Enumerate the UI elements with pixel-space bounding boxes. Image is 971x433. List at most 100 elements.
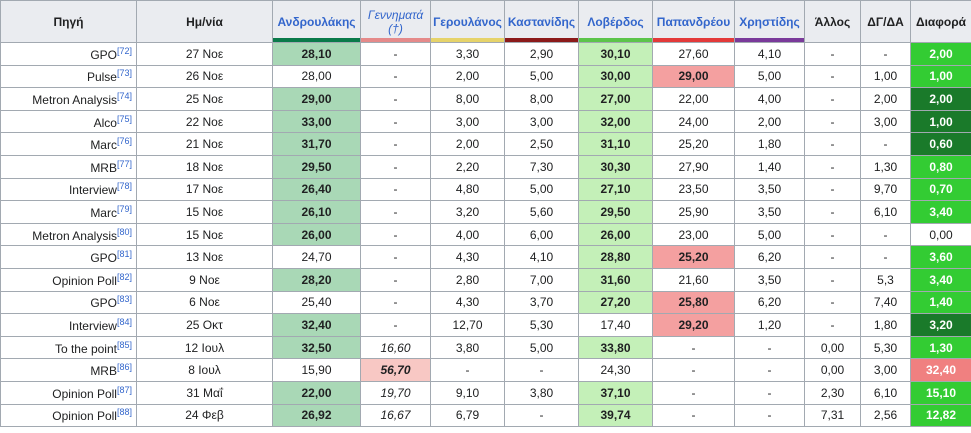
cell-source[interactable]: MRB[86] (0, 358, 137, 382)
cell-loverdos: 33,80 (578, 335, 653, 360)
cell-dgda: 2,56 (860, 403, 911, 428)
cell-source[interactable]: To the point[85] (0, 335, 137, 360)
party-color-bar-gennimata (361, 38, 430, 42)
cell-date: 24 Φεβ (136, 403, 273, 428)
column-label-source: Πηγή (53, 14, 84, 29)
citation-link[interactable]: [80] (116, 226, 132, 237)
citation-link[interactable]: [72] (116, 45, 132, 56)
source-name: Opinion Poll (52, 409, 117, 424)
column-label-gennimata: Γεννηματά (367, 7, 424, 22)
table-row: GPO[72] 27 Νοε 28,10-3,30 2,90 30,10 27,60 4,1… (0, 42, 971, 66)
column-header-date: Ημ/νία (136, 0, 273, 43)
column-header-papandreou[interactable]: Παπανδρέου (652, 0, 735, 43)
source-name: GPO (90, 296, 117, 311)
cell-diafora: 0,70 (910, 177, 971, 202)
citation-link[interactable]: [88] (116, 407, 132, 418)
party-color-bar-christidis (735, 38, 804, 42)
cell-geroulanos: 4,30 (430, 290, 505, 315)
cell-source[interactable]: Opinion Poll[88] (0, 403, 137, 428)
cell-androulakis: 29,00 (272, 87, 361, 111)
citation-link[interactable]: [85] (116, 339, 132, 350)
cell-papandreou: 22,00 (652, 87, 735, 111)
citation-link[interactable]: [74] (116, 90, 132, 101)
table-row: Alco[75] 22 Νοε 33,00-3,00 3,00 32,00 24,00 2,… (0, 109, 971, 134)
source-name: Interview (68, 183, 117, 198)
cell-source[interactable]: Metron Analysis[74] (0, 87, 137, 111)
cell-source[interactable]: Interview[78] (0, 177, 137, 202)
cell-source[interactable]: MRB[77] (0, 154, 137, 179)
cell-gennimata: 16,60 (360, 335, 431, 360)
cell-dgda: 1,30 (860, 154, 911, 179)
cell-allos: 0,00 (804, 358, 861, 382)
cell-date: 22 Νοε (136, 109, 273, 134)
cell-geroulanos: 2,00 (430, 132, 505, 156)
citation-link[interactable]: [76] (116, 136, 132, 147)
cell-diafora: 1,00 (910, 64, 971, 89)
cell-date: 6 Νοε (136, 290, 273, 315)
cell-source[interactable]: Interview[84] (0, 313, 137, 337)
cell-diafora: 32,40 (910, 358, 971, 382)
citation-link[interactable]: [86] (116, 362, 132, 373)
citation-link[interactable]: [75] (116, 113, 132, 124)
cell-loverdos: 37,10 (578, 380, 653, 405)
cell-source[interactable]: Marc[76] (0, 132, 137, 156)
column-header-gennimata[interactable]: Γεννηματά (†) (360, 0, 431, 43)
cell-source[interactable]: GPO[83] (0, 290, 137, 315)
citation-link[interactable]: [73] (116, 68, 132, 79)
source-name: GPO (90, 47, 117, 62)
cell-allos: - (804, 132, 861, 156)
cell-source[interactable]: GPO[81] (0, 245, 137, 269)
cell-geroulanos: - (430, 358, 505, 382)
cell-androulakis: 22,00 (272, 380, 361, 405)
cell-source[interactable]: Metron Analysis[80] (0, 222, 137, 247)
cell-papandreou: 29,00 (652, 64, 735, 89)
cell-christidis: 3,50 (734, 200, 805, 224)
cell-source[interactable]: Opinion Poll[87] (0, 380, 137, 405)
citation-link[interactable]: [79] (116, 203, 132, 214)
table-row: Interview[84] 25 Οκτ 32,40-12,70 5,30 17,40 2… (0, 313, 971, 337)
table-body: GPO[72] 27 Νοε 28,10-3,30 2,90 30,10 27,60 4,1… (0, 42, 971, 428)
cell-geroulanos: 3,80 (430, 335, 505, 360)
cell-androulakis: 26,92 (272, 403, 361, 428)
cell-gennimata: - (360, 154, 431, 179)
table-row: Marc[79] 15 Νοε 26,10-3,20 5,60 29,50 25,90 3,… (0, 200, 971, 224)
citation-link[interactable]: [84] (116, 316, 132, 327)
citation-link[interactable]: [77] (116, 158, 132, 169)
column-header-kastanidis[interactable]: Καστανίδης (504, 0, 579, 43)
citation-link[interactable]: [87] (116, 384, 132, 395)
cell-source[interactable]: Opinion Poll[82] (0, 267, 137, 292)
source-name: Interview (68, 318, 117, 333)
column-label-diafora: Διαφορά (915, 14, 967, 29)
column-header-loverdos[interactable]: Λοβέρδος (578, 0, 653, 43)
column-header-geroulanos[interactable]: Γερουλάνος (430, 0, 505, 43)
cell-christidis: 3,50 (734, 267, 805, 292)
cell-diafora: 3,60 (910, 245, 971, 269)
citation-link[interactable]: [82] (116, 271, 132, 282)
cell-androulakis: 32,50 (272, 335, 361, 360)
cell-diafora: 0,80 (910, 154, 971, 179)
cell-dgda: 1,80 (860, 313, 911, 337)
cell-papandreou: - (652, 380, 735, 405)
cell-dgda: - (860, 132, 911, 156)
cell-kastanidis: 7,00 (504, 267, 579, 292)
cell-allos: - (804, 154, 861, 179)
cell-christidis: 2,00 (734, 109, 805, 134)
cell-papandreou: - (652, 335, 735, 360)
cell-source[interactable]: Alco[75] (0, 109, 137, 134)
citation-link[interactable]: [83] (116, 294, 132, 305)
cell-source[interactable]: GPO[72] (0, 42, 137, 66)
column-header-christidis[interactable]: Χρηστίδης (734, 0, 805, 43)
cell-diafora: 15,10 (910, 380, 971, 405)
citation-link[interactable]: [78] (116, 181, 132, 192)
column-header-androulakis[interactable]: Ανδρουλάκης (272, 0, 361, 43)
cell-christidis: 1,20 (734, 313, 805, 337)
citation-link[interactable]: [81] (116, 249, 132, 260)
cell-source[interactable]: Pulse[73] (0, 64, 137, 89)
cell-loverdos: 24,30 (578, 358, 653, 382)
cell-source[interactable]: Marc[79] (0, 200, 137, 224)
cell-diafora: 3,40 (910, 200, 971, 224)
cell-diafora: 3,20 (910, 313, 971, 337)
cell-christidis: 1,40 (734, 154, 805, 179)
cell-gennimata: 19,70 (360, 380, 431, 405)
cell-papandreou: - (652, 403, 735, 428)
